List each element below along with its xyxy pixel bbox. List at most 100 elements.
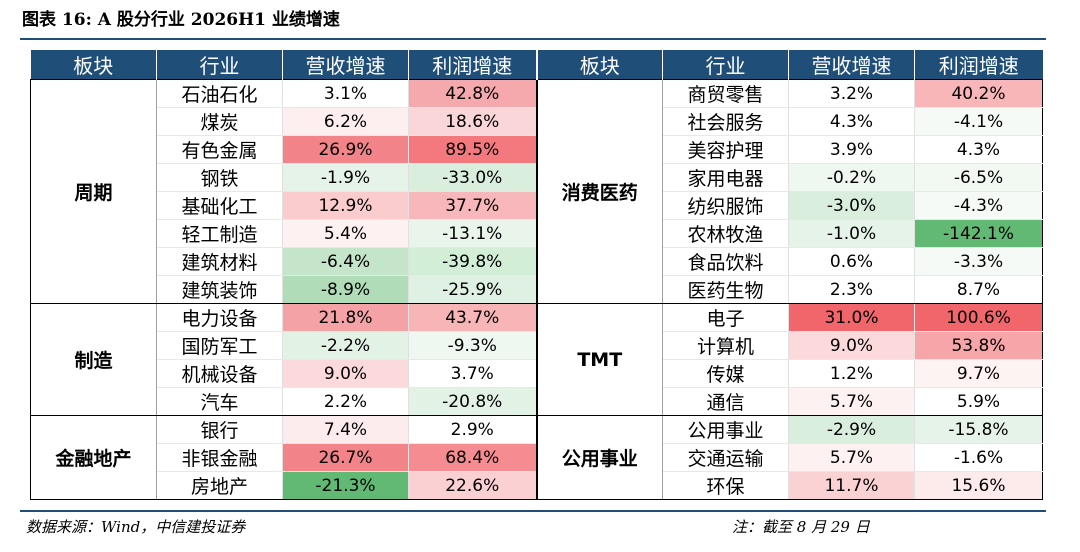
industry-cell: 建筑材料 [156,247,283,276]
table-row: 金融地产 银行 7.4% 2.9% 公用事业 公用事业 -2.9% -15.8% [30,415,1043,500]
sector-cell: TMT [536,303,663,416]
header-industry-left: 行业 [156,50,283,80]
revenue-growth-cell: -1.0% [788,219,915,248]
table-row: 钢铁 -1.9% -33.0% 家用电器 -0.2% -6.5% [31,163,1043,192]
profit-growth-cell: -6.5% [914,163,1043,192]
table-body: 周期 石油石化 3.1% 42.8% 消费医药 商贸零售 3.2% 40.2% 煤炭 6.2% 18… [30,79,1043,500]
table-row: 非银金融 26.7% 68.4% 交通运输 5.7% -1.6% [31,443,1043,472]
footer-rule [20,510,1046,512]
table-row: 基础化工 12.9% 37.7% 纺织服饰 -3.0% -4.3% [31,191,1043,220]
industry-cell: 社会服务 [662,107,789,136]
table-row: 周期 石油石化 3.1% 42.8% 消费医药 商贸零售 3.2% 40.2% [30,79,1043,304]
profit-growth-cell: 53.8% [914,331,1043,360]
table-row: 房地产 -21.3% 22.6% 环保 11.7% 15.6% [31,471,1043,500]
revenue-growth-cell: 26.7% [282,443,409,472]
revenue-growth-cell: 7.4% [282,415,409,444]
profit-growth-cell: -4.3% [914,191,1043,220]
industry-cell: 房地产 [156,471,283,500]
revenue-growth-cell: 5.7% [788,443,915,472]
industry-cell: 交通运输 [662,443,789,472]
performance-table: 板块 行业 营收增速 利润增速 板块 行业 营收增速 利润增速 周期 石油石化 3.… [30,50,1043,500]
profit-growth-cell: -142.1% [914,219,1043,248]
revenue-growth-cell: 3.1% [282,79,409,108]
header-revenue-right: 营收增速 [788,50,915,80]
revenue-growth-cell: 9.0% [282,359,409,388]
revenue-growth-cell: 2.3% [788,275,915,304]
industry-cell: 公用事业 [662,415,789,444]
industry-cell: 银行 [156,415,283,444]
revenue-growth-cell: -0.2% [788,163,915,192]
profit-growth-cell: 4.3% [914,135,1043,164]
revenue-growth-cell: -1.9% [282,163,409,192]
sector-cell: 公用事业 [536,415,663,500]
profit-growth-cell: 37.7% [408,191,538,220]
revenue-growth-cell: 12.9% [282,191,409,220]
industry-cell: 石油石化 [156,79,283,108]
revenue-growth-cell: 5.4% [282,219,409,248]
profit-growth-cell: 22.6% [408,471,538,500]
header-profit-left: 利润增速 [408,50,538,80]
industry-cell: 纺织服饰 [662,191,789,220]
profit-growth-cell: 43.7% [408,303,538,332]
sector-cell: 消费医药 [536,79,663,304]
revenue-growth-cell: 5.7% [788,387,915,416]
sector-cell: 周期 [30,79,157,304]
profit-growth-cell: 89.5% [408,135,538,164]
industry-cell: 农林牧渔 [662,219,789,248]
table-row: 建筑装饰 -8.9% -25.9% 医药生物 2.3% 8.7% [31,275,1043,304]
industry-cell: 煤炭 [156,107,283,136]
revenue-growth-cell: 21.8% [282,303,409,332]
sector-cell: 金融地产 [30,415,157,500]
header-revenue-left: 营收增速 [282,50,409,80]
table-row: 建筑材料 -6.4% -39.8% 食品饮料 0.6% -3.3% [31,247,1043,276]
revenue-growth-cell: 1.2% [788,359,915,388]
industry-cell: 有色金属 [156,135,283,164]
industry-cell: 钢铁 [156,163,283,192]
title-rule [20,38,1046,40]
revenue-growth-cell: 2.2% [282,387,409,416]
table-row: 汽车 2.2% -20.8% 通信 5.7% 5.9% [31,387,1043,416]
profit-growth-cell: 15.6% [914,471,1043,500]
industry-cell: 非银金融 [156,443,283,472]
profit-growth-cell: 9.7% [914,359,1043,388]
profit-growth-cell: 100.6% [914,303,1043,332]
revenue-growth-cell: 11.7% [788,471,915,500]
revenue-growth-cell: -6.4% [282,247,409,276]
revenue-growth-cell: -8.9% [282,275,409,304]
profit-growth-cell: -13.1% [408,219,538,248]
profit-growth-cell: 18.6% [408,107,538,136]
industry-cell: 电力设备 [156,303,283,332]
profit-growth-cell: -3.3% [914,247,1043,276]
revenue-growth-cell: 4.3% [788,107,915,136]
industry-cell: 家用电器 [662,163,789,192]
industry-cell: 商贸零售 [662,79,789,108]
industry-cell: 传媒 [662,359,789,388]
revenue-growth-cell: -2.9% [788,415,915,444]
industry-cell: 环保 [662,471,789,500]
revenue-growth-cell: 3.2% [788,79,915,108]
industry-cell: 国防军工 [156,331,283,360]
industry-cell: 食品饮料 [662,247,789,276]
table-row: 国防军工 -2.2% -9.3% 计算机 9.0% 53.8% [31,331,1043,360]
sector-cell: 制造 [30,303,157,416]
industry-cell: 基础化工 [156,191,283,220]
profit-growth-cell: 68.4% [408,443,538,472]
header-sector-right: 板块 [536,50,663,80]
industry-cell: 计算机 [662,331,789,360]
revenue-growth-cell: 31.0% [788,303,915,332]
revenue-growth-cell: 9.0% [788,331,915,360]
revenue-growth-cell: -2.2% [282,331,409,360]
profit-growth-cell: -33.0% [408,163,538,192]
profit-growth-cell: -1.6% [914,443,1043,472]
revenue-growth-cell: 6.2% [282,107,409,136]
revenue-growth-cell: 3.9% [788,135,915,164]
profit-growth-cell: -15.8% [914,415,1043,444]
table-header-row: 板块 行业 营收增速 利润增速 板块 行业 营收增速 利润增速 [30,50,1043,80]
table-row: 轻工制造 5.4% -13.1% 农林牧渔 -1.0% -142.1% [31,219,1043,248]
industry-cell: 医药生物 [662,275,789,304]
profit-growth-cell: 5.9% [914,387,1043,416]
industry-cell: 机械设备 [156,359,283,388]
profit-growth-cell: 40.2% [914,79,1043,108]
industry-cell: 汽车 [156,387,283,416]
profit-growth-cell: -25.9% [408,275,538,304]
